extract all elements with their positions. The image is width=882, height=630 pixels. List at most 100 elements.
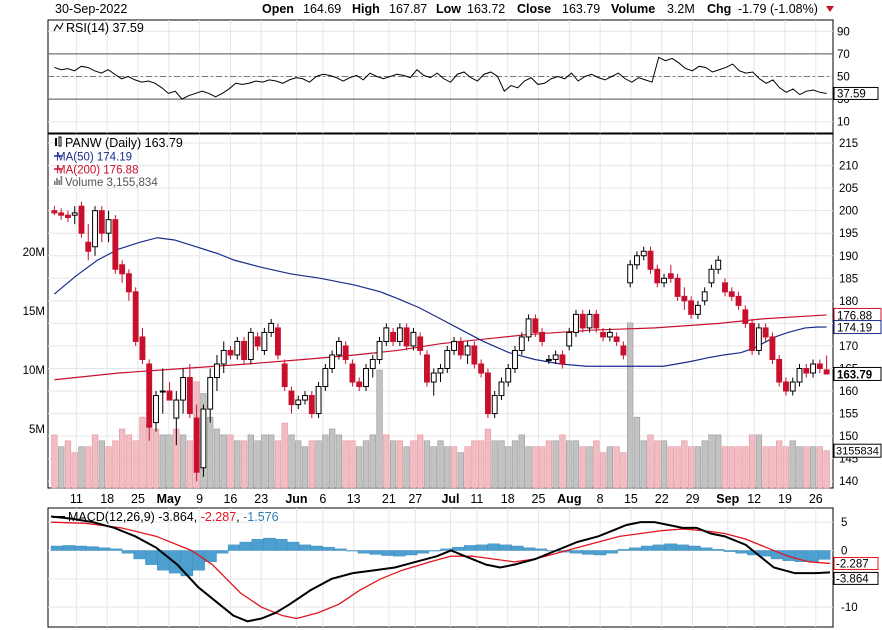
volume-bar (213, 428, 221, 489)
x-tick-label: 19 (778, 492, 792, 506)
candle (132, 287, 139, 346)
candle-body (437, 367, 444, 374)
candle (51, 206, 58, 216)
candle (119, 260, 126, 283)
candle-body (281, 363, 288, 388)
macd-histogram-bar (86, 546, 99, 551)
price-legend-icon (58, 136, 62, 147)
candle-body (586, 313, 593, 329)
candle (694, 300, 701, 319)
x-tick-label: 13 (347, 492, 361, 506)
candle-body (417, 336, 424, 351)
candle (363, 363, 369, 392)
chg-label: Chg (707, 2, 732, 16)
candle-body (193, 417, 200, 473)
candle-body (430, 372, 437, 383)
macd-histogram-bar (227, 544, 241, 551)
macd-histogram-bar (428, 550, 441, 552)
candle-body (749, 322, 756, 351)
candle (58, 208, 65, 220)
macd-legend-part: -1.576 (243, 510, 278, 524)
candle (498, 377, 505, 401)
volume-bar (511, 440, 519, 489)
x-tick-label: 15 (624, 492, 638, 506)
volume-bar (437, 440, 444, 489)
candle-body (505, 367, 512, 383)
volume-bar (660, 440, 668, 489)
candle-body (634, 255, 640, 266)
candle (505, 363, 512, 387)
candle-body (166, 390, 173, 401)
candle-body (451, 340, 457, 351)
candle-body (674, 277, 681, 297)
volume-value-label: 3155834 (836, 446, 879, 458)
candle (606, 327, 613, 342)
candle (749, 318, 756, 355)
rsi-tick-label: 90 (837, 26, 850, 38)
macd-histogram-bar (263, 537, 276, 551)
candle-body (688, 300, 695, 315)
volume-bar (91, 434, 99, 489)
volume-bar (715, 434, 722, 489)
candle (586, 309, 593, 333)
volume-bar (132, 440, 139, 489)
macd-histogram-bar (475, 544, 489, 551)
candle-body (532, 318, 539, 333)
candle (539, 327, 546, 346)
candle (78, 201, 85, 238)
volume-bar (315, 440, 322, 489)
candle (85, 224, 92, 261)
price-tick-label: 205 (839, 183, 858, 195)
last-price-box (833, 366, 882, 381)
high-value: 167.87 (389, 2, 428, 16)
candle-body (566, 331, 573, 347)
macd-histogram-bar (74, 545, 87, 551)
quote-header: 30-Sep-2022 Open 164.69 High 167.87 Low … (0, 0, 882, 18)
candle (552, 350, 559, 364)
candle (356, 377, 363, 392)
candle-body (755, 327, 762, 351)
volume-bar (261, 434, 268, 489)
macd-histogram-bar (133, 550, 146, 560)
volume-bar (627, 322, 634, 489)
volume-bar (281, 422, 288, 489)
candle (193, 404, 200, 482)
quote-date: 30-Sep-2022 (55, 2, 128, 16)
candle-body (722, 282, 728, 293)
macd-value-box (833, 571, 879, 585)
candle-body (58, 212, 65, 216)
volume-bar (125, 434, 133, 489)
x-tick-label: 25 (532, 492, 546, 506)
candle-body (227, 349, 234, 356)
macd-histogram-bar (404, 550, 418, 556)
candle-body (640, 250, 647, 257)
candle (335, 336, 342, 360)
candle (369, 354, 376, 378)
volume-value-box (833, 443, 882, 458)
macd-histogram-bar (487, 543, 500, 551)
macd-signal-value-label: -2.287 (836, 558, 869, 570)
volume-bar (484, 428, 492, 489)
volume-value: 3.2M (667, 2, 695, 16)
candles (51, 201, 830, 482)
candle-body (308, 395, 315, 415)
candle (681, 287, 688, 310)
macd-legend-part: , (236, 510, 243, 524)
low-value: 163.72 (467, 2, 506, 16)
candle-body (783, 381, 789, 392)
candle (315, 382, 322, 419)
candle (640, 246, 647, 261)
volume-bar (498, 440, 505, 489)
candle (512, 345, 518, 374)
candle-body (471, 345, 478, 365)
volume-bar (606, 446, 613, 489)
volume-tick-label: 10M (23, 365, 45, 377)
volume-bar (207, 416, 214, 489)
candle-body (539, 331, 546, 342)
macd-tick-label: 0 (841, 546, 847, 558)
volume-legend-icon (60, 176, 63, 185)
candle-body (207, 377, 214, 410)
candle-body (390, 331, 397, 342)
candle (153, 391, 159, 432)
volume-bar (356, 446, 363, 489)
